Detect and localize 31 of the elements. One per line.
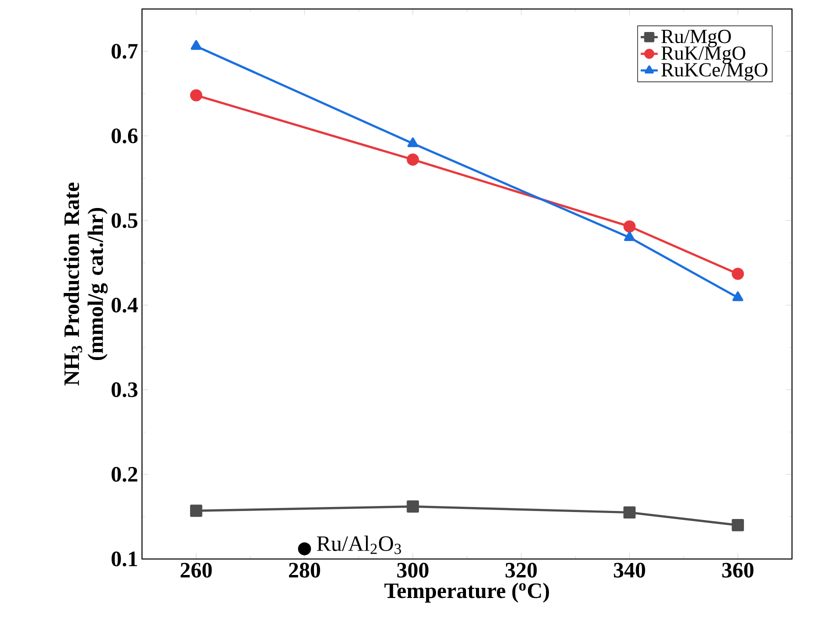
point xyxy=(406,154,419,166)
x-axis-title: Temperature ($^{o}$C) xyxy=(384,582,549,603)
x-tick-label: 280 xyxy=(288,562,320,578)
y-tick-label: 0.4 xyxy=(112,298,138,313)
point xyxy=(190,89,202,102)
y-tick-label: 0.3 xyxy=(112,382,138,398)
point xyxy=(624,231,635,242)
point xyxy=(298,542,312,556)
point xyxy=(732,291,744,302)
x-tick-label: 360 xyxy=(722,562,754,578)
point xyxy=(732,519,744,532)
legend-label: RuK/MgO xyxy=(661,46,746,64)
point xyxy=(406,500,419,513)
point xyxy=(407,137,418,148)
point xyxy=(732,268,744,280)
x-tick-label: 320 xyxy=(506,562,537,578)
y-tick-label: 0.7 xyxy=(112,44,138,59)
x-tick-label: 340 xyxy=(614,562,646,578)
point xyxy=(190,40,202,50)
point xyxy=(190,504,202,517)
y-tick-label: 0.6 xyxy=(112,128,138,144)
legend-label: Ru/MgO xyxy=(661,30,731,48)
y-tick-label: 0.2 xyxy=(112,466,138,482)
legend-label: RuKCe/MgO xyxy=(661,63,768,81)
point xyxy=(623,220,636,233)
point xyxy=(623,506,636,519)
x-tick-label: 300 xyxy=(397,562,428,578)
y-tick-label: 0.5 xyxy=(112,213,138,228)
x-tick-label: 260 xyxy=(180,562,212,578)
y-tick-label: 0.1 xyxy=(112,552,138,566)
series-label: Ru/Al$_{2}$O$_{3}$ xyxy=(316,536,401,554)
